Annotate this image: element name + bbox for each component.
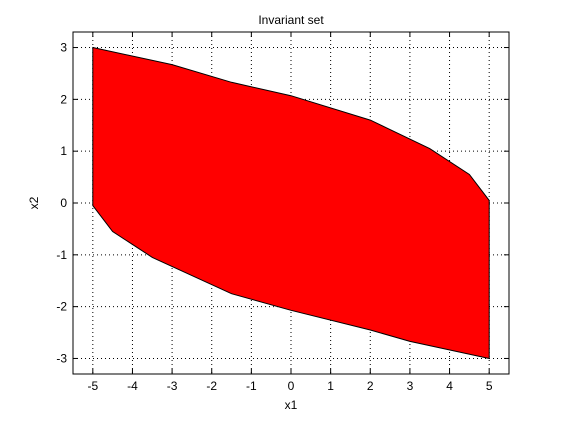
x-tick-label: 0 — [288, 379, 295, 393]
x-tick-label: 2 — [367, 379, 374, 393]
x-tick-label: 5 — [486, 379, 493, 393]
y-tick-label: -3 — [56, 351, 67, 365]
chart-title: Invariant set — [258, 13, 324, 27]
y-tick-label: -2 — [56, 300, 67, 314]
x-tick-label: 3 — [407, 379, 414, 393]
y-tick-label: -1 — [56, 248, 67, 262]
x-tick-label: 1 — [327, 379, 334, 393]
x-tick-label: -1 — [246, 379, 257, 393]
y-tick-label: 0 — [60, 196, 67, 210]
x-tick-label: 4 — [446, 379, 453, 393]
x-axis-label: x1 — [285, 398, 298, 412]
y-tick-label: 3 — [60, 41, 67, 55]
x-tick-label: -2 — [206, 379, 217, 393]
y-tick-label: 2 — [60, 92, 67, 106]
x-tick-label: -4 — [127, 379, 138, 393]
y-tick-label: 1 — [60, 144, 67, 158]
x-tick-label: -5 — [87, 379, 98, 393]
x-tick-label: -3 — [167, 379, 178, 393]
y-axis-label: x2 — [27, 196, 41, 209]
